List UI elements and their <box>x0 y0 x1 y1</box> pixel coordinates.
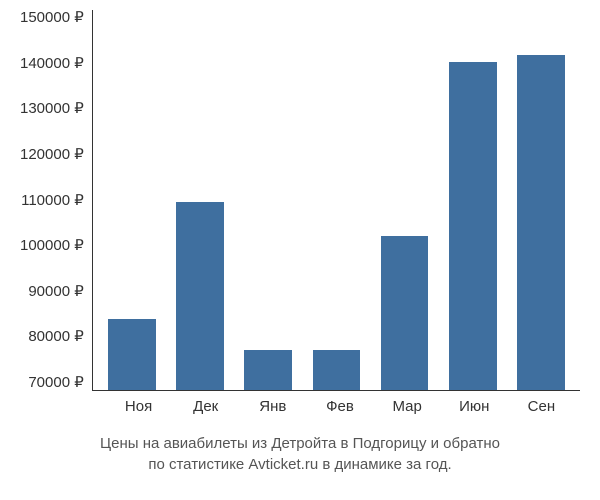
x-tick: Янв <box>239 398 306 415</box>
bar <box>449 62 497 390</box>
bar <box>517 55 565 390</box>
y-tick: 120000 ₽ <box>20 147 84 162</box>
bar <box>108 319 156 390</box>
x-tick: Сен <box>508 398 575 415</box>
caption-line-1: Цены на авиабилеты из Детройта в Подгори… <box>100 435 500 452</box>
y-tick: 150000 ₽ <box>20 10 84 25</box>
bar <box>244 350 292 390</box>
bar <box>313 350 361 390</box>
y-tick: 140000 ₽ <box>20 56 84 71</box>
bar-slot <box>166 10 234 390</box>
bar <box>381 236 429 390</box>
bar-slot <box>98 10 166 390</box>
bar-slot <box>302 10 370 390</box>
caption-line-2: по статистике Avticket.ru в динамике за … <box>148 456 451 473</box>
y-tick: 80000 ₽ <box>28 329 83 344</box>
plot-area: 150000 ₽ 140000 ₽ 130000 ₽ 120000 ₽ 110000 ₽… <box>20 10 580 390</box>
y-axis: 150000 ₽ 140000 ₽ 130000 ₽ 120000 ₽ 110000 ₽… <box>20 10 92 390</box>
bars-area <box>92 10 580 391</box>
y-tick: 130000 ₽ <box>20 101 84 116</box>
bar <box>176 202 224 390</box>
x-axis: НояДекЯнвФевМарИюнСен <box>20 390 580 415</box>
x-tick: Фев <box>306 398 373 415</box>
x-tick: Ноя <box>105 398 172 415</box>
x-labels: НояДекЯнвФевМарИюнСен <box>100 390 580 415</box>
chart-container: 150000 ₽ 140000 ₽ 130000 ₽ 120000 ₽ 110000 ₽… <box>0 0 600 500</box>
bar-slot <box>234 10 302 390</box>
y-tick: 100000 ₽ <box>20 238 84 253</box>
bar-slot <box>370 10 438 390</box>
x-tick: Мар <box>374 398 441 415</box>
x-tick: Июн <box>441 398 508 415</box>
y-tick: 70000 ₽ <box>28 375 83 390</box>
y-tick: 110000 ₽ <box>21 193 84 208</box>
bar-slot <box>439 10 507 390</box>
chart-caption: Цены на авиабилеты из Детройта в Подгори… <box>20 433 580 475</box>
bar-slot <box>507 10 575 390</box>
y-tick: 90000 ₽ <box>28 284 83 299</box>
x-tick: Дек <box>172 398 239 415</box>
